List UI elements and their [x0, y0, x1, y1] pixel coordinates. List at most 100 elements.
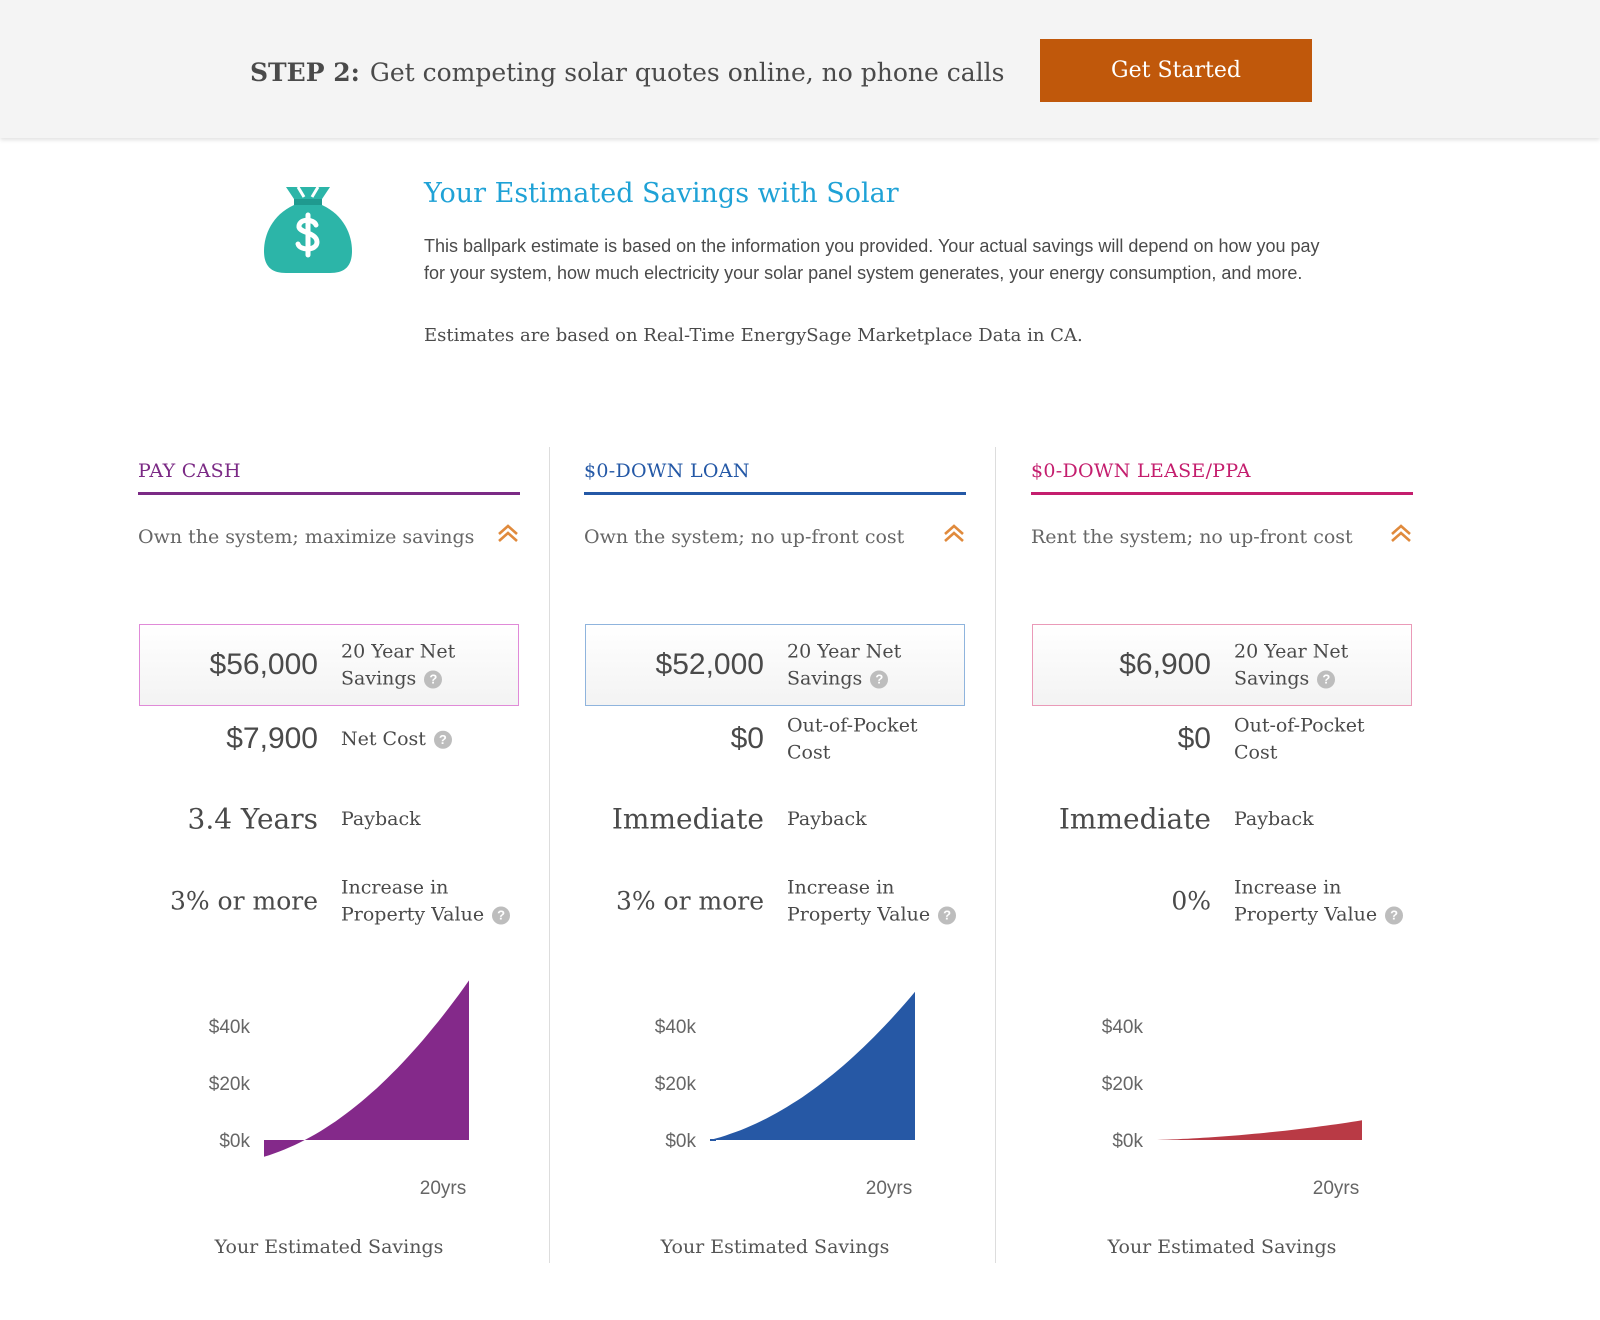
plan-title: PAY CASH: [138, 460, 241, 482]
savings-heading: Your Estimated Savings with Solar: [424, 178, 899, 209]
column-divider: [549, 447, 550, 1263]
cost-label-text: Out-of-Pocket Cost: [1234, 714, 1365, 764]
payback-label: Payback: [341, 807, 421, 830]
help-icon[interactable]: ?: [424, 670, 443, 688]
y-tick-label: $40k: [1102, 1017, 1144, 1038]
step-banner-text: STEP 2: Get competing solar quotes online…: [250, 58, 1004, 87]
x-tick-label: 20yrs: [1313, 1178, 1359, 1199]
payback-value: Immediate: [611, 802, 764, 836]
net-savings-box: [585, 624, 965, 706]
step-description: Get competing solar quotes online, no ph…: [369, 58, 1005, 87]
chart-caption: Your Estimated Savings: [660, 1236, 890, 1258]
payback-value: Immediate: [1058, 802, 1211, 836]
step-label: STEP 2:: [250, 58, 360, 87]
plan-subtitle: Own the system; no up-front cost: [584, 526, 905, 548]
collapse-chevron-icon[interactable]: [1389, 522, 1413, 546]
plan-title-underline: [138, 492, 520, 495]
y-tick-label: $0k: [219, 1131, 250, 1152]
plan-column-lease: $0-DOWN LEASE/PPA Rent the system; no up-…: [1031, 460, 1413, 1270]
collapse-chevron-icon[interactable]: [942, 522, 966, 546]
payback-row: 3.4 Years Payback: [138, 784, 520, 854]
x-tick-label: 20yrs: [866, 1178, 912, 1199]
x-tick-label: 20yrs: [420, 1178, 466, 1199]
net-savings-row: $52,000 20 Year Net Savings?: [584, 630, 966, 700]
property-value-label-text: Increase in Property Value: [1234, 876, 1378, 926]
cost-row: $0 Out-of-Pocket Cost: [584, 704, 966, 774]
cost-value: $0: [1177, 722, 1211, 755]
property-value-row: 3% or more Increase in Property Value?: [584, 866, 966, 936]
property-value-label: Increase in Property Value?: [787, 875, 965, 928]
property-value-row: 0% Increase in Property Value?: [1031, 866, 1413, 936]
net-savings-label: 20 Year Net Savings?: [787, 639, 965, 692]
savings-area-chart: $0k $20k $40k 20yrs: [209, 980, 469, 1199]
top-banner: STEP 2: Get competing solar quotes online…: [0, 0, 1600, 138]
net-savings-value: $6,900: [1119, 648, 1211, 681]
net-savings-box: [139, 624, 519, 706]
savings-description: This ballpark estimate is based on the i…: [424, 236, 1320, 283]
payback-row: Immediate Payback: [1031, 784, 1413, 854]
cost-row: $0 Out-of-Pocket Cost: [1031, 704, 1413, 774]
net-savings-label: 20 Year Net Savings?: [1234, 639, 1412, 692]
net-savings-label: 20 Year Net Savings?: [341, 639, 519, 692]
chart-caption: Your Estimated Savings: [214, 1236, 444, 1258]
payback-label: Payback: [1234, 807, 1314, 830]
savings-area-chart: $0k $20k $40k 20yrs: [655, 991, 915, 1199]
property-value-row: 3% or more Increase in Property Value?: [138, 866, 520, 936]
payback-label: Payback: [787, 807, 867, 830]
y-tick-label: $40k: [209, 1017, 251, 1038]
plan-title-underline: [1031, 492, 1413, 495]
cost-label: Out-of-Pocket Cost: [1234, 713, 1412, 766]
savings-area: [1157, 1120, 1362, 1140]
net-savings-label-text: 20 Year Net Savings: [1234, 640, 1349, 690]
cost-label: Net Cost?: [341, 726, 519, 753]
y-tick-label: $20k: [1102, 1074, 1144, 1095]
payback-value: 3.4 Years: [187, 802, 319, 836]
column-divider: [995, 447, 996, 1263]
property-value-label: Increase in Property Value?: [1234, 875, 1412, 928]
help-icon[interactable]: ?: [870, 670, 889, 688]
cost-value: $0: [730, 722, 764, 755]
get-started-button[interactable]: Get Started: [1040, 39, 1312, 102]
savings-area: [264, 980, 469, 1157]
net-savings-label-text: 20 Year Net Savings: [341, 640, 456, 690]
net-savings-row: $56,000 20 Year Net Savings?: [138, 630, 520, 700]
property-value: 3% or more: [615, 886, 764, 916]
collapse-chevron-icon[interactable]: [496, 522, 520, 546]
help-icon[interactable]: ?: [1317, 670, 1336, 688]
money-bag-icon: [264, 186, 352, 273]
marketplace-note: Estimates are based on Real-Time EnergyS…: [424, 325, 1083, 346]
plan-subtitle: Own the system; maximize savings: [138, 526, 475, 548]
plan-column-loan: $0-DOWN LOAN Own the system; no up-front …: [584, 460, 966, 1270]
cost-row: $7,900 Net Cost?: [138, 704, 520, 774]
cost-value: $7,900: [226, 722, 318, 755]
y-tick-label: $40k: [655, 1017, 697, 1038]
property-value: 0%: [1171, 886, 1211, 916]
property-value-label-text: Increase in Property Value: [787, 876, 931, 926]
net-savings-value: $56,000: [209, 648, 318, 681]
property-value-label: Increase in Property Value?: [341, 875, 519, 928]
property-value-label-text: Increase in Property Value: [341, 876, 485, 926]
y-tick-label: $20k: [655, 1074, 697, 1095]
plan-title: $0-DOWN LEASE/PPA: [1031, 460, 1251, 482]
cost-label-text: Net Cost: [341, 727, 426, 750]
cost-label-text: Out-of-Pocket Cost: [787, 714, 918, 764]
plan-subtitle: Rent the system; no up-front cost: [1031, 526, 1353, 548]
help-icon[interactable]: ?: [492, 906, 511, 924]
net-savings-label-text: 20 Year Net Savings: [787, 640, 902, 690]
net-savings-row: $6,900 20 Year Net Savings?: [1031, 630, 1413, 700]
plan-title: $0-DOWN LOAN: [584, 460, 750, 482]
property-value: 3% or more: [169, 886, 318, 916]
net-savings-value: $52,000: [655, 648, 764, 681]
cost-label: Out-of-Pocket Cost: [787, 713, 965, 766]
y-tick-label: $0k: [1112, 1131, 1143, 1152]
plan-column-pay-cash: PAY CASH Own the system; maximize savings…: [138, 460, 520, 1270]
net-savings-box: [1032, 624, 1412, 706]
payback-row: Immediate Payback: [584, 784, 966, 854]
savings-area: [710, 991, 915, 1140]
help-icon[interactable]: ?: [433, 730, 452, 749]
help-icon[interactable]: ?: [938, 906, 957, 924]
help-icon[interactable]: ?: [1385, 906, 1404, 924]
chart-caption: Your Estimated Savings: [1107, 1236, 1337, 1258]
y-tick-label: $0k: [665, 1131, 696, 1152]
y-tick-label: $20k: [209, 1074, 251, 1095]
